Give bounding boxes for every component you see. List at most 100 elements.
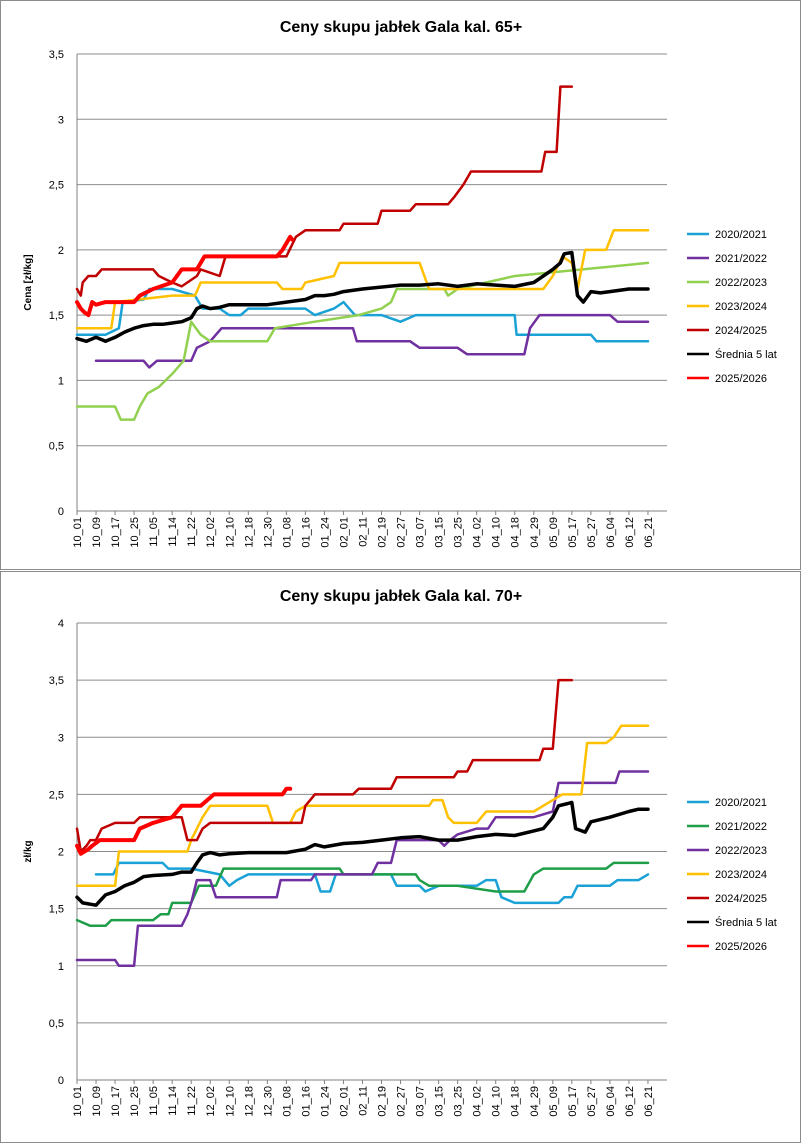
- x-tick-label: 06_04: [605, 1086, 617, 1117]
- legend-label: 2020/2021: [715, 797, 767, 809]
- x-tick-label: 03_07: [415, 1086, 427, 1117]
- x-tick-label: 12_18: [243, 1086, 255, 1117]
- x-tick-label: 12_30: [262, 1086, 274, 1117]
- x-tick-label: 01_08: [281, 1086, 293, 1117]
- y-axis-label: Cena [zł/kg]: [23, 254, 34, 310]
- x-tick-label: 12_02: [205, 517, 217, 548]
- x-tick-label: 01_16: [300, 1086, 312, 1117]
- x-tick-label: 05_27: [586, 517, 598, 548]
- x-tick-label: 01_24: [319, 1086, 331, 1117]
- y-axis-label: zł/kg: [23, 840, 34, 862]
- x-tick-label: 10_01: [72, 517, 84, 548]
- x-tick-label: 03_15: [434, 517, 446, 548]
- y-tick-label: 3: [58, 114, 64, 126]
- series-line: [75, 861, 650, 928]
- legend-label: Średnia 5 lat: [715, 916, 777, 929]
- x-tick-label: 12_30: [262, 517, 274, 548]
- x-tick-label: 12_18: [243, 517, 255, 548]
- x-tick-label: 10_09: [91, 1086, 103, 1117]
- legend-label: 2022/2023: [715, 845, 767, 857]
- x-tick-label: 03_25: [453, 517, 465, 548]
- x-tick-label: 06_21: [643, 517, 655, 548]
- x-tick-label: 05_27: [586, 1086, 598, 1117]
- series-line: [75, 250, 650, 344]
- series-line: [75, 229, 650, 330]
- series-line: [75, 85, 574, 297]
- x-tick-label: 02_01: [338, 517, 350, 548]
- x-tick-label: 02_27: [396, 1086, 408, 1117]
- x-tick-label: 02_19: [377, 517, 389, 548]
- legend-label: 2022/2023: [715, 277, 767, 289]
- chart-70plus: Ceny skupu jabłek Gala kal. 70+ 0 0,5 1 1,5 2…: [23, 588, 777, 1117]
- legend-label: 2021/2022: [715, 253, 767, 265]
- chart-panel-70: Ceny skupu jabłek Gala kal. 70+ 0 0,5 1 1,5 2…: [0, 571, 801, 1143]
- x-tick-label: 04_29: [529, 517, 541, 548]
- legend-label: 2023/2024: [715, 301, 767, 313]
- y-tick-label: 2,5: [49, 789, 64, 801]
- x-tick-label: 10_17: [110, 517, 122, 548]
- x-tick-label: 04_18: [510, 517, 522, 548]
- series-line: [75, 786, 293, 856]
- chart-panel-65: Ceny skupu jabłek Gala kal. 65+ 0 0,5 1 1,5 2…: [0, 0, 801, 570]
- series-line: [94, 313, 650, 369]
- y-tick-label: 0,5: [49, 1018, 64, 1030]
- x-tick-label: 06_12: [624, 1086, 636, 1117]
- x-tick-label: 05_17: [567, 1086, 579, 1117]
- x-tick-label: 10_09: [91, 517, 103, 548]
- x-tick-label: 01_16: [300, 517, 312, 548]
- y-tick-label: 1,5: [49, 310, 64, 322]
- y-tick-label: 1,5: [49, 904, 64, 916]
- y-tick-label: 1: [58, 375, 64, 387]
- x-tick-label: 04_10: [491, 1086, 503, 1117]
- x-tick-label: 10_01: [72, 1086, 84, 1117]
- x-tick-label: 04_29: [529, 1086, 541, 1117]
- x-tick-label: 02_01: [338, 1086, 350, 1117]
- y-tick-label: 3,5: [49, 675, 64, 687]
- chart-65plus: Ceny skupu jabłek Gala kal. 65+ 0 0,5 1 1,5 2…: [23, 19, 777, 548]
- x-tick-label: 04_18: [510, 1086, 522, 1117]
- legend-label: 2021/2022: [715, 821, 767, 833]
- x-tick-label: 05_09: [548, 517, 560, 548]
- legend-label: 2024/2025: [715, 325, 767, 337]
- series-line: [75, 724, 650, 888]
- x-tick-label: 11_05: [148, 1086, 160, 1116]
- x-tick-label: 04_02: [472, 517, 484, 548]
- x-tick-label: 05_17: [567, 517, 579, 548]
- series-line: [75, 800, 650, 907]
- x-tick-label: 11_22: [186, 1086, 198, 1116]
- legend-label: 2025/2026: [715, 373, 767, 385]
- x-tick-label: 06_04: [605, 517, 617, 548]
- legend-label: 2024/2025: [715, 893, 767, 905]
- x-tick-label: 03_15: [434, 1086, 446, 1117]
- y-tick-label: 2: [58, 245, 64, 257]
- x-tick-label: 12_10: [224, 1086, 236, 1117]
- x-tick-label: 02_11: [357, 1086, 369, 1116]
- y-tick-label: 0,5: [49, 441, 64, 453]
- x-tick-label: 12_10: [224, 517, 236, 548]
- x-tick-label: 10_25: [129, 517, 141, 548]
- series-line: [75, 770, 650, 968]
- legend-label: 2023/2024: [715, 869, 767, 881]
- y-tick-label: 3: [58, 732, 64, 744]
- x-tick-label: 10_25: [129, 1086, 141, 1117]
- y-tick-label: 1: [58, 961, 64, 973]
- y-tick-label: 2: [58, 847, 64, 859]
- x-tick-label: 04_10: [491, 517, 503, 548]
- x-tick-label: 02_19: [377, 1086, 389, 1117]
- x-tick-label: 11_14: [167, 1086, 179, 1116]
- x-tick-label: 03_07: [415, 517, 427, 548]
- x-tick-label: 11_14: [167, 517, 179, 547]
- x-tick-label: 11_05: [148, 517, 160, 547]
- y-tick-label: 0: [58, 506, 64, 518]
- x-tick-label: 01_08: [281, 517, 293, 548]
- series-line: [75, 234, 295, 318]
- x-tick-label: 01_24: [319, 517, 331, 548]
- y-tick-label: 3,5: [49, 49, 64, 61]
- legend-label: 2025/2026: [715, 941, 767, 953]
- series-line: [75, 678, 574, 853]
- legend-label: 2020/2021: [715, 229, 767, 241]
- chart-title: Ceny skupu jabłek Gala kal. 70+: [280, 588, 522, 605]
- x-tick-label: 11_22: [186, 517, 198, 547]
- x-tick-label: 02_11: [357, 517, 369, 547]
- x-tick-label: 12_02: [205, 1086, 217, 1117]
